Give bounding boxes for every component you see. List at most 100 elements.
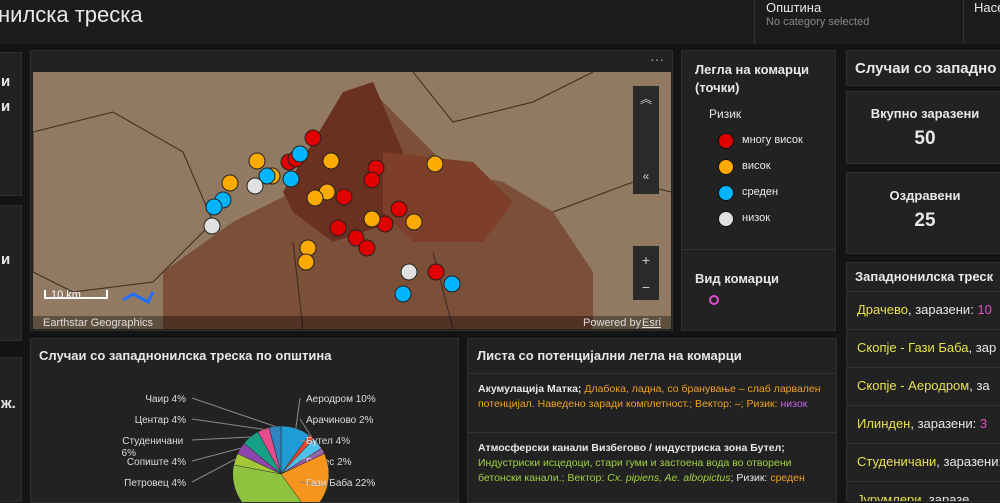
legend-label: низок — [742, 212, 771, 224]
fragment: и — [1, 73, 11, 90]
leader-line — [295, 397, 301, 429]
site-item[interactable]: Атмосферски канали Визбегово / индустрис… — [468, 432, 836, 502]
site-risk: среден — [770, 472, 805, 484]
pie-label: Гази Баба 22% — [306, 477, 375, 489]
sites-title: Листа со потенцијални легла на комарци — [477, 348, 742, 363]
slice-value: 10% — [356, 394, 376, 405]
attribution: Earthstar Geographics — [43, 317, 154, 329]
slice-name: Чаир — [145, 394, 169, 405]
site-name: Акумулација Матка; — [478, 383, 582, 395]
svg-text:︽: ︽ — [640, 92, 652, 106]
site-item[interactable]: Акумулација Матка; Длабока, ладна, со бр… — [468, 373, 836, 448]
filter-value: No category selected — [766, 16, 870, 28]
pie-panel: Случаи со западнонилска треска по општин… — [30, 338, 459, 503]
item-count: 3 — [979, 416, 988, 431]
pie-label: Аеродром 10% — [306, 394, 376, 405]
pie-label: Бутел 4% — [306, 436, 350, 447]
list-item[interactable]: Студеничани, заразени: 3 — [847, 443, 1000, 481]
leader-line — [299, 481, 328, 487]
summary-title: Случаи со западно — [855, 60, 997, 77]
pie-label: Студеничани 6% — [122, 436, 186, 459]
slice-name: Сопиште — [127, 457, 169, 468]
card: и — [0, 205, 22, 341]
legend-swatch — [718, 211, 734, 227]
pie-title: Случаи со западнонилска треска по општин… — [39, 348, 332, 363]
list-item[interactable]: Скопје - Аеродром, за — [847, 367, 1000, 405]
fragment: и — [1, 251, 11, 268]
leader-line — [191, 436, 251, 441]
list-item[interactable]: Драчево, заразени: 10 — [847, 291, 1000, 329]
leader-line — [299, 418, 313, 438]
filter-label: Насе — [974, 0, 1000, 15]
map[interactable]: ︽ « + − 10 km Earthstar Geographics Powere… — [33, 72, 671, 329]
site-vector: Cx. pipiens, Ae. albopictus — [607, 472, 731, 484]
slice-value: 4% — [172, 478, 187, 489]
leader-line — [191, 458, 236, 483]
slice-name: Гази Баба — [306, 477, 353, 489]
pie-label: Центар 4% — [135, 415, 186, 426]
list-title: Западнонилска треск — [855, 269, 994, 284]
legend-swatch — [718, 185, 734, 201]
site-name: Атмосферски канали Визбегово / индустрис… — [478, 442, 785, 454]
slice-name: Арачиново — [306, 415, 357, 426]
powered: Powered by — [583, 317, 642, 329]
list-item[interactable]: Скопје - Гази Баба, зар — [847, 329, 1000, 367]
pie-slice — [280, 453, 330, 502]
pie-chart: Аеродром 10%Арачиново 2%Бутел 4%Велес 2%… — [122, 394, 376, 502]
slice-value: 22% — [355, 478, 375, 489]
slice-value: 6% — [122, 448, 137, 459]
item-name: Скопје - Аеродром — [857, 378, 970, 393]
legend-title: Легла на комарци (точки) — [695, 62, 809, 95]
stat-label: Вкупно заразени — [870, 106, 980, 121]
esri-link[interactable]: Esri — [642, 317, 661, 329]
pie-label: Сопиште 4% — [127, 457, 186, 468]
pie-label: Чаир 4% — [145, 394, 186, 405]
site-desc: Длабока, ладна, со бранување – слаб ларв… — [478, 383, 821, 410]
item-text: , заразени: — [910, 416, 980, 431]
scale-label: 10 km — [51, 289, 81, 301]
card: ж. — [0, 357, 22, 502]
legend-swatch — [718, 159, 734, 175]
legend-label: висок — [742, 160, 771, 172]
slice-value: 4% — [336, 436, 351, 447]
pie-label: Арачиново 2% — [306, 415, 374, 426]
menu[interactable]: ··· — [650, 51, 664, 67]
list-item[interactable]: Илинден, заразени: 3 — [847, 405, 1000, 443]
leader-line — [299, 439, 319, 444]
title: нилска треска — [0, 2, 143, 27]
item-name: Студеничани — [857, 454, 937, 469]
stat-label: Оздравени — [889, 188, 961, 203]
stat-card: Оздравени 25 — [846, 172, 1000, 254]
fragment: и — [1, 98, 11, 115]
stat-value: 25 — [914, 210, 936, 231]
legend-label: многу висок — [742, 134, 803, 146]
slice-name: Аеродром — [306, 394, 353, 405]
slice-value: 2% — [337, 457, 352, 468]
filter[interactable]: Општина No category selected — [754, 0, 963, 44]
slice-name: Центар — [135, 415, 170, 426]
filter-label: Општина — [766, 0, 822, 15]
svg-text:+: + — [642, 252, 650, 268]
legend-swatch — [709, 295, 719, 305]
site-desc: ; Ризик: — [730, 472, 771, 484]
list-item[interactable]: Јурумлери, заразе — [847, 481, 1000, 501]
item-text: , заразени: — [907, 302, 978, 317]
filter[interactable]: Насе — [963, 0, 1000, 44]
leader-line — [191, 418, 264, 430]
slice-value: 2% — [359, 415, 374, 426]
leader-line — [191, 447, 241, 462]
fragment: ж. — [1, 395, 16, 412]
svg-text:«: « — [643, 169, 650, 183]
legend-swatch — [718, 133, 734, 149]
legend-subtitle: Ризик — [709, 107, 742, 121]
slice-value: 4% — [172, 457, 187, 468]
site-desc: Индустриски исцедоци, стари гуми и засто… — [478, 457, 792, 484]
sites-panel: Листа со потенцијални легла на комарци А… — [467, 338, 837, 503]
item-text: , за — [969, 378, 990, 393]
item-name: Илинден — [857, 416, 911, 431]
site-risk: низок — [780, 398, 808, 410]
item-text: , зар — [968, 340, 997, 355]
legend-label: среден — [742, 186, 779, 198]
stat-value: 50 — [914, 128, 936, 149]
